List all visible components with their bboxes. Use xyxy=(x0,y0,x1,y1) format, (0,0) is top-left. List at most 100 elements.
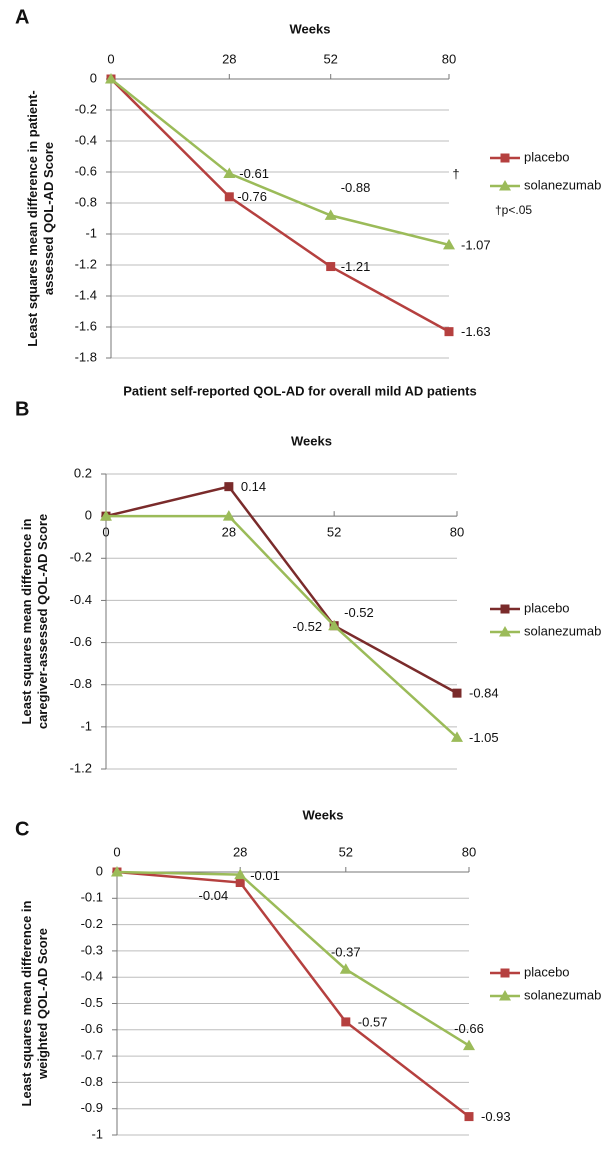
legend-marker xyxy=(500,153,510,163)
series-line xyxy=(116,870,470,1047)
point xyxy=(235,878,245,888)
x-tick-label: 28 xyxy=(222,51,236,66)
y-tick-label: -0.2 xyxy=(75,101,97,116)
y-tick-label: -0.4 xyxy=(70,592,92,607)
x-tick-label: 52 xyxy=(339,844,353,859)
series-line xyxy=(106,514,458,739)
data-label: -1.05 xyxy=(469,730,499,745)
point xyxy=(452,688,462,698)
y-tick-label: -0.3 xyxy=(81,942,103,957)
x-axis-title: Weeks xyxy=(291,433,332,448)
y-tick-label: 0 xyxy=(96,863,103,878)
y-tick-label: -0.8 xyxy=(75,194,97,209)
annotation: † xyxy=(452,166,459,181)
y-axis-title-line: Least squares mean difference in xyxy=(19,900,34,1106)
legend-marker xyxy=(500,968,510,978)
data-label: -0.52 xyxy=(293,619,323,634)
point xyxy=(339,963,352,974)
y-axis-title: Least squares mean difference inweighted… xyxy=(19,900,50,1106)
data-label: -0.01 xyxy=(250,868,280,883)
data-label: -1.07 xyxy=(461,237,491,252)
x-tick-label: 52 xyxy=(327,524,341,539)
y-tick-label: -1.6 xyxy=(75,318,97,333)
data-label: 0.14 xyxy=(241,479,266,494)
y-tick-label: -0.6 xyxy=(70,634,92,649)
x-axis-title: Weeks xyxy=(303,807,344,822)
y-axis-title: Least squares mean difference in patient… xyxy=(25,90,56,346)
y-axis-title-line: assessed QOL-AD Score xyxy=(41,142,56,295)
x-tick-label: 80 xyxy=(442,51,456,66)
y-tick-label: -1 xyxy=(85,225,97,240)
y-axis-title-line: caregiver-assessed QOL-AD Score xyxy=(35,514,50,729)
x-tick-label: 52 xyxy=(323,51,337,66)
data-label: -0.76 xyxy=(237,189,267,204)
y-tick-label: -0.2 xyxy=(81,916,103,931)
y-tick-label: -0.9 xyxy=(81,1100,103,1115)
legend-marker xyxy=(499,626,511,637)
point xyxy=(326,262,336,272)
y-tick-label: -0.8 xyxy=(70,676,92,691)
point xyxy=(328,619,341,631)
y-tick-label: -0.4 xyxy=(81,969,103,984)
y-axis-title-line: Least squares mean difference in patient… xyxy=(25,90,40,346)
panel-letter: B xyxy=(15,398,29,420)
point xyxy=(443,238,455,250)
point xyxy=(223,167,236,179)
y-tick-label: -0.4 xyxy=(75,132,97,147)
point xyxy=(463,1039,475,1051)
series-line xyxy=(110,78,450,333)
legend-label: placebo xyxy=(524,600,570,615)
data-label: -0.88 xyxy=(341,180,371,195)
annotation: †p<.05 xyxy=(495,203,532,217)
y-axis-title-line: Least squares mean difference in xyxy=(19,518,34,724)
data-label: -0.37 xyxy=(331,945,361,960)
y-tick-label: 0.2 xyxy=(74,465,92,480)
y-tick-label: 0 xyxy=(85,508,92,523)
legend-label: solanezumab xyxy=(524,623,601,638)
y-tick-label: -0.5 xyxy=(81,995,103,1010)
point xyxy=(234,868,247,880)
y-tick-label: -1 xyxy=(91,1126,103,1141)
y-tick-label: -0.6 xyxy=(75,163,97,178)
x-tick-label: 28 xyxy=(233,844,247,859)
legend-marker xyxy=(499,180,511,191)
point xyxy=(224,482,234,492)
x-tick-label: 0 xyxy=(107,51,114,66)
y-tick-label: -1.2 xyxy=(75,256,97,271)
x-tick-label: 28 xyxy=(222,524,236,539)
y-tick-label: -1.8 xyxy=(75,349,97,364)
data-label: -0.52 xyxy=(344,605,374,620)
y-axis-title-line: weighted QOL-AD Score xyxy=(35,928,50,1080)
y-tick-label: 0 xyxy=(90,70,97,85)
data-label: -0.84 xyxy=(469,686,499,701)
point xyxy=(451,731,463,742)
y-tick-label: -0.6 xyxy=(81,1021,103,1036)
y-tick-label: -1.2 xyxy=(70,760,92,775)
x-tick-label: 80 xyxy=(450,524,464,539)
data-label: -0.61 xyxy=(239,166,269,181)
point xyxy=(105,73,117,84)
point xyxy=(464,1112,474,1122)
y-tick-label: -0.7 xyxy=(81,1048,103,1063)
data-label: -0.93 xyxy=(481,1109,511,1124)
point xyxy=(100,510,112,521)
panel-letter: C xyxy=(15,818,29,840)
point xyxy=(444,327,454,337)
data-label: -0.66 xyxy=(454,1021,484,1036)
point xyxy=(222,510,235,521)
legend-label: placebo xyxy=(524,149,570,164)
y-tick-label: -0.1 xyxy=(81,890,103,905)
x-tick-label: 80 xyxy=(462,844,476,859)
legend-marker xyxy=(499,990,511,1001)
y-tick-label: -1 xyxy=(80,718,92,733)
point xyxy=(341,1017,351,1027)
data-label: -1.21 xyxy=(341,259,371,274)
data-label: -0.04 xyxy=(199,888,229,903)
data-label: -0.57 xyxy=(358,1014,388,1029)
point xyxy=(111,866,123,877)
legend-label: placebo xyxy=(524,964,570,979)
x-tick-label: 0 xyxy=(102,524,109,539)
y-tick-label: -0.8 xyxy=(81,1074,103,1089)
